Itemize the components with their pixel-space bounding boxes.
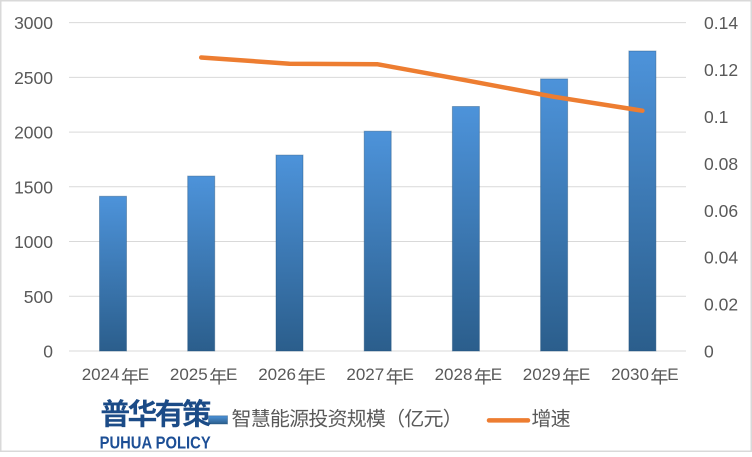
svg-text:E: E [667,365,678,384]
svg-text:2024: 2024 [82,365,120,384]
svg-text:2025: 2025 [170,365,208,384]
svg-text:2029: 2029 [523,365,561,384]
svg-text:2030: 2030 [611,365,649,384]
svg-text:1000: 1000 [14,232,53,252]
svg-text:E: E [491,365,502,384]
svg-text:E: E [579,365,590,384]
svg-text:0.1: 0.1 [704,107,728,127]
svg-text:1500: 1500 [14,177,53,197]
svg-text:0.12: 0.12 [704,60,738,80]
svg-text:0.08: 0.08 [704,154,738,174]
svg-text:0: 0 [704,342,714,362]
svg-text:E: E [403,365,414,384]
svg-text:500: 500 [24,287,53,307]
svg-text:0: 0 [43,342,53,362]
svg-text:PUHUA POLICY: PUHUA POLICY [100,433,211,452]
svg-text:E: E [138,365,149,384]
svg-text:0.04: 0.04 [704,248,738,268]
svg-text:E: E [314,365,325,384]
svg-text:2027: 2027 [346,365,384,384]
svg-text:2026: 2026 [258,365,296,384]
svg-text:2500: 2500 [14,68,53,88]
svg-text:0.02: 0.02 [704,295,738,315]
svg-text:E: E [226,365,237,384]
svg-text:2000: 2000 [14,123,53,143]
svg-text:0.06: 0.06 [704,201,738,221]
svg-text:3000: 3000 [14,13,53,33]
svg-text:2028: 2028 [435,365,473,384]
svg-text:0.14: 0.14 [704,13,738,33]
